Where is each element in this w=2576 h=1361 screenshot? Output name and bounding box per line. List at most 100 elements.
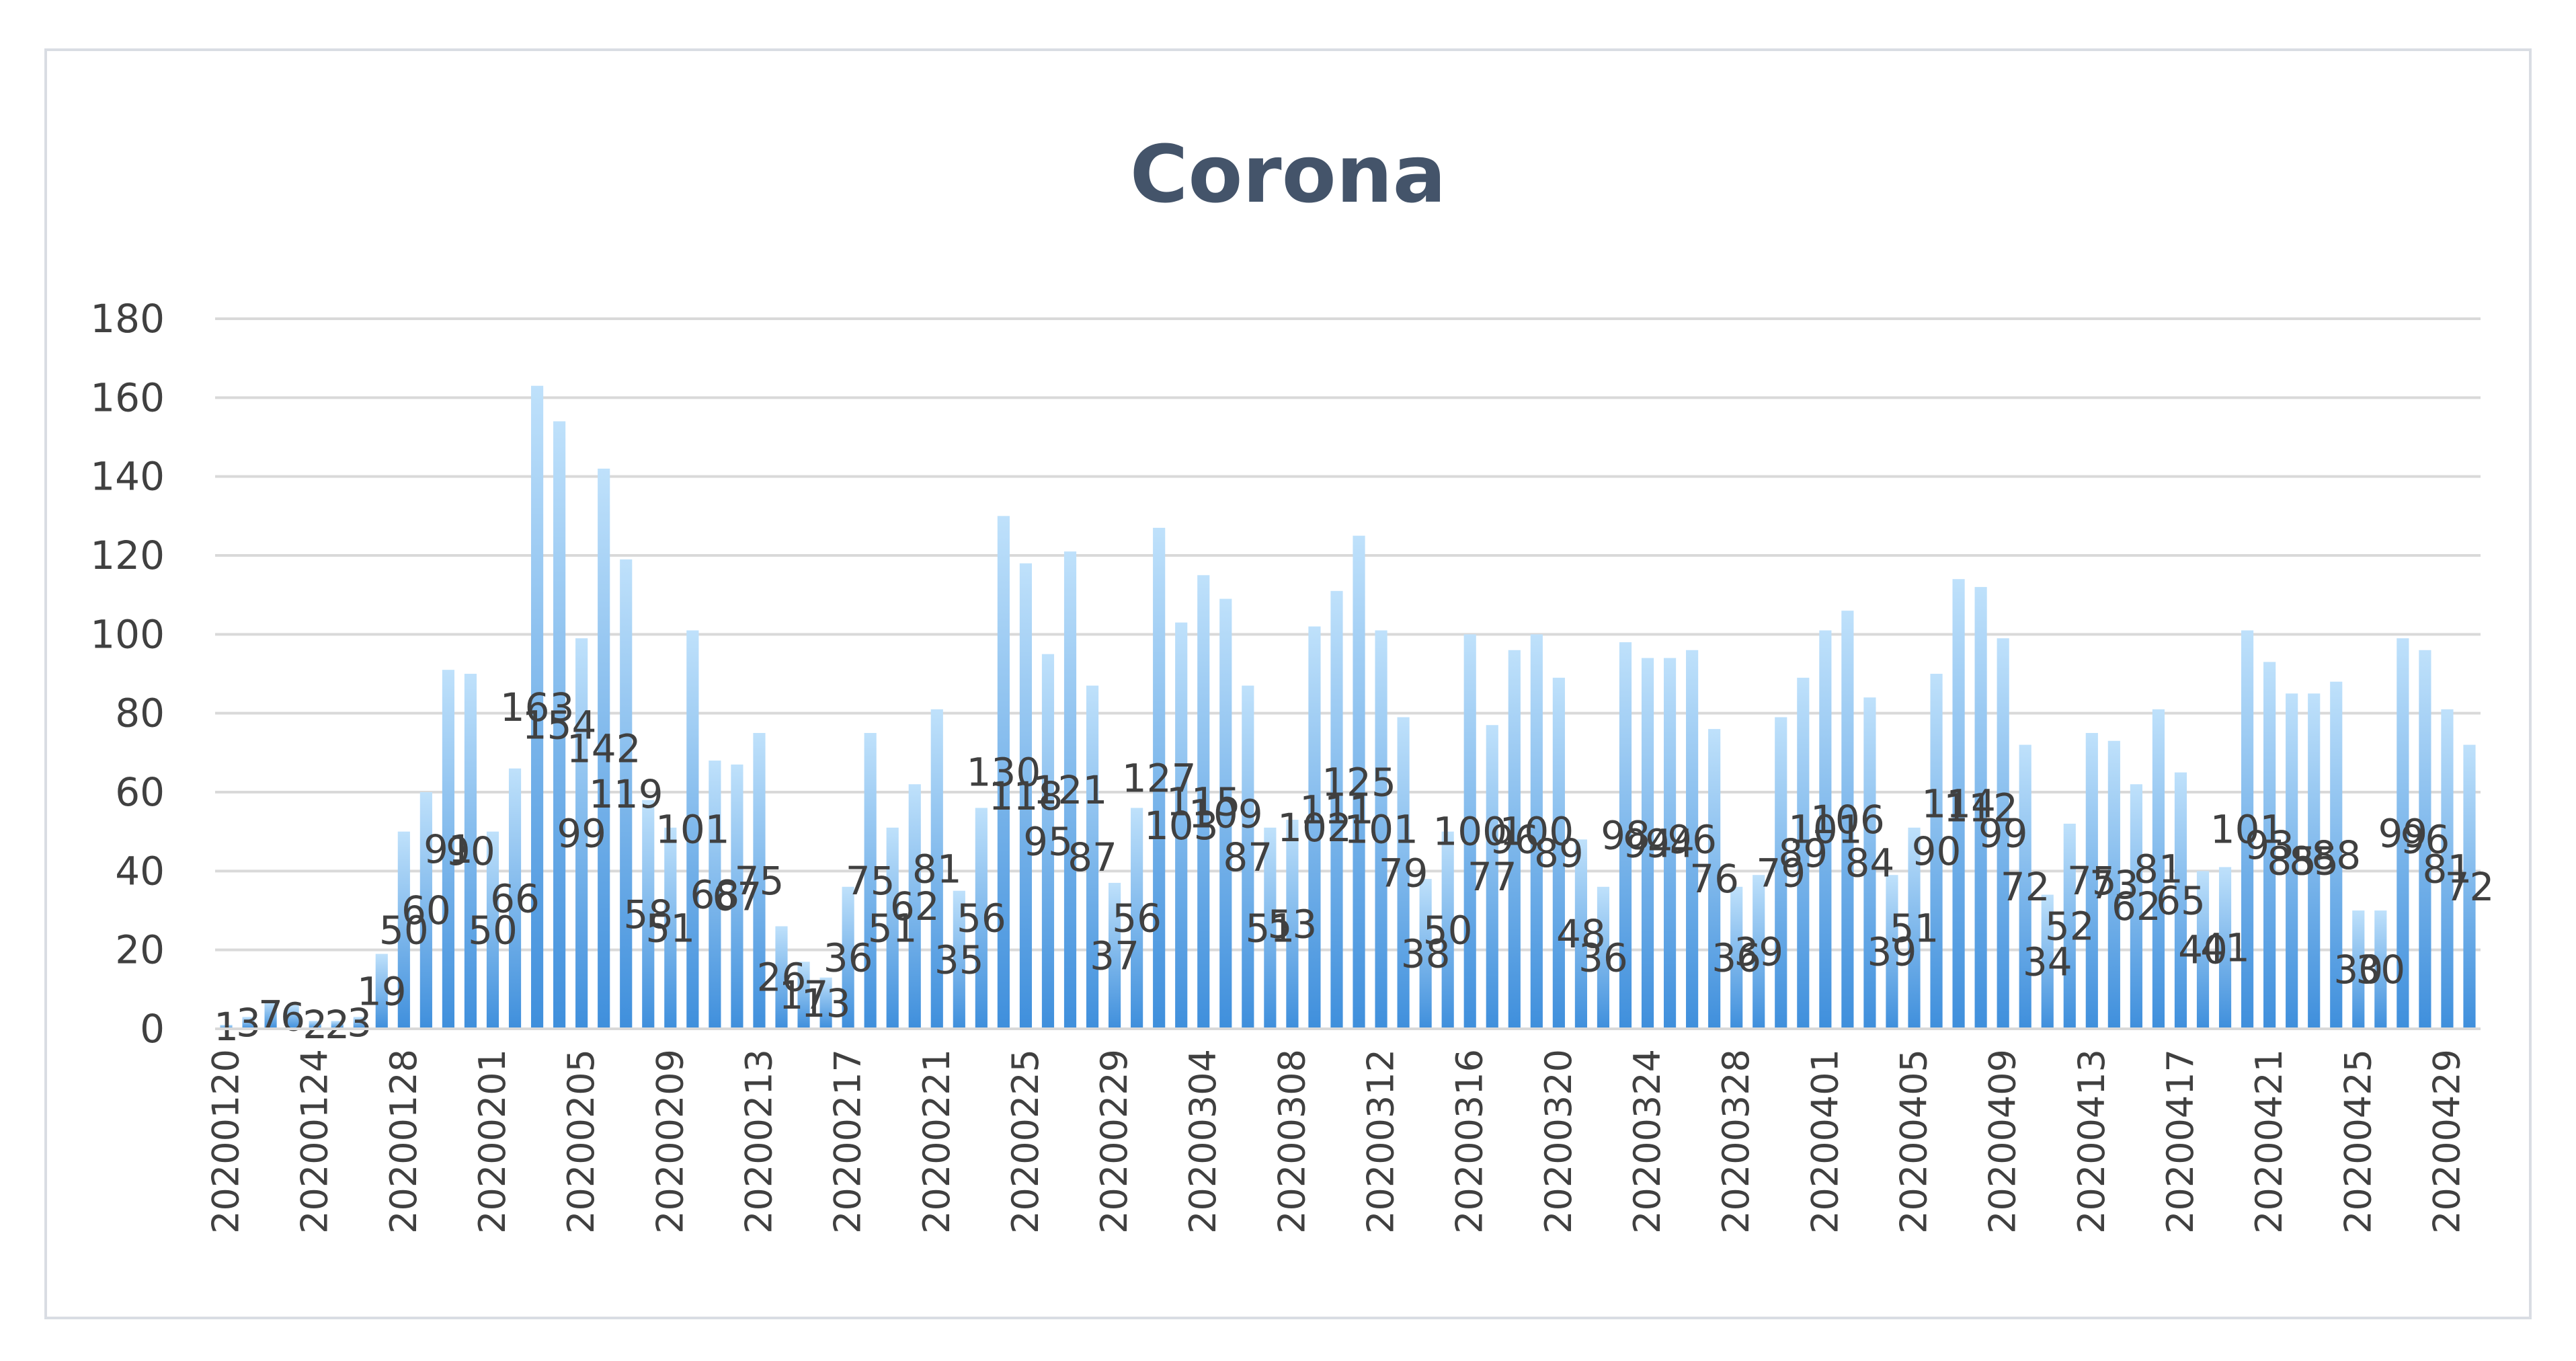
bar-20200427 [2397, 638, 2409, 1029]
data-labels: 1376223195060919050661631549914211958511… [214, 685, 2494, 1050]
bar-20200414 [2107, 740, 2120, 1029]
data-label-20200328: 36 [1712, 935, 1761, 980]
data-label-20200330: 79 [1756, 850, 1806, 896]
bar-20200211 [709, 761, 721, 1029]
data-label-20200418: 40 [2178, 927, 2228, 973]
data-label-20200419: 41 [2200, 925, 2250, 971]
bar-20200430 [2463, 744, 2476, 1029]
bar-20200312 [1375, 630, 1387, 1029]
x-tick-label: 20200229 [1093, 1049, 1135, 1234]
data-label-20200228: 87 [1068, 834, 1117, 880]
data-label-20200221: 81 [912, 846, 962, 892]
data-label-20200226: 95 [1023, 818, 1073, 864]
bar-20200415 [2130, 784, 2142, 1029]
data-label-20200412: 52 [2045, 903, 2095, 949]
data-label-20200325: 94 [1645, 820, 1695, 866]
x-tick-label: 20200324 [1626, 1049, 1668, 1234]
bar-20200419 [2218, 867, 2232, 1029]
y-tick-label: 60 [115, 769, 165, 815]
bar-20200406 [1930, 674, 1943, 1029]
data-label-20200223: 56 [957, 896, 1006, 941]
data-label-20200322: 36 [1578, 935, 1628, 980]
bar-20200311 [1353, 535, 1365, 1029]
bar-20200122 [264, 1001, 277, 1029]
data-label-20200408: 112 [1943, 785, 2018, 830]
x-tick-label: 20200308 [1271, 1049, 1313, 1234]
bar-20200208 [642, 800, 655, 1029]
bar-20200305 [1219, 598, 1232, 1029]
data-label-20200425: 30 [2333, 947, 2383, 993]
data-label-20200310: 111 [1299, 787, 1374, 832]
bar-20200213 [753, 733, 766, 1029]
y-tick-label: 140 [90, 454, 165, 500]
data-label-20200307: 51 [1245, 905, 1295, 951]
bar-20200129 [419, 792, 432, 1029]
y-tick-label: 80 [115, 691, 165, 736]
data-label-20200220: 62 [890, 884, 940, 929]
data-label-20200413: 75 [2067, 858, 2117, 904]
bar-20200325 [1663, 658, 1677, 1029]
bar-20200402 [1841, 611, 1854, 1029]
bar-20200420 [2241, 630, 2254, 1029]
data-label-20200124: 2 [303, 1002, 327, 1048]
x-tick-label: 20200405 [1893, 1049, 1935, 1234]
data-label-20200131: 90 [446, 828, 495, 874]
data-label-20200405: 51 [1890, 905, 1939, 951]
data-label-20200308: 53 [1267, 902, 1317, 947]
chart-frame [44, 48, 2532, 1319]
data-label-20200423: 85 [2289, 839, 2339, 884]
bar-20200205 [575, 638, 588, 1029]
bar-20200214 [775, 926, 788, 1029]
data-label-20200315: 50 [1423, 907, 1473, 953]
y-tick-label: 120 [90, 533, 165, 578]
data-label-20200303: 103 [1144, 803, 1219, 849]
bar-20200411 [2041, 894, 2054, 1029]
data-label-20200327: 76 [1689, 856, 1739, 902]
x-tick-label: 20200304 [1182, 1049, 1224, 1234]
data-label-20200306: 87 [1223, 834, 1273, 880]
data-label-20200202: 66 [490, 876, 540, 921]
x-tick-label: 20200316 [1449, 1049, 1491, 1234]
bar-20200221 [930, 709, 943, 1029]
data-label-20200201: 50 [468, 907, 518, 953]
data-label-20200401: 101 [1788, 807, 1863, 853]
data-label-20200406: 90 [1912, 828, 1962, 874]
bar-20200424 [2330, 681, 2343, 1029]
bar-20200403 [1863, 697, 1876, 1029]
data-label-20200205: 99 [557, 811, 606, 857]
data-label-20200319: 100 [1499, 809, 1574, 855]
bar-20200405 [1908, 827, 1921, 1029]
data-label-20200301: 56 [1112, 896, 1162, 941]
data-label-20200410: 72 [2001, 864, 2050, 910]
bar-20200307 [1264, 827, 1277, 1029]
bar-20200303 [1175, 622, 1188, 1029]
y-tick-label: 160 [90, 375, 165, 420]
bar-20200131 [464, 674, 477, 1029]
bar-20200228 [1086, 685, 1099, 1029]
data-label-20200208: 58 [623, 892, 673, 937]
bar-20200308 [1286, 820, 1299, 1029]
bar-20200314 [1419, 879, 1432, 1029]
bar-20200401 [1819, 630, 1832, 1029]
bar-20200210 [686, 630, 699, 1029]
bar-20200422 [2286, 693, 2298, 1029]
bar-20200123 [286, 1005, 299, 1029]
data-label-20200203: 163 [500, 685, 575, 730]
y-tick-label: 40 [115, 848, 165, 894]
data-label-20200207: 119 [589, 771, 663, 817]
bar-20200317 [1486, 725, 1498, 1029]
bar-20200120 [220, 1025, 233, 1029]
data-label-20200217: 36 [823, 935, 873, 980]
bar-20200322 [1597, 886, 1610, 1029]
bar-20200416 [2152, 709, 2165, 1029]
bar-20200331 [1797, 677, 1810, 1029]
bar-20200306 [1242, 685, 1254, 1029]
bar-20200209 [664, 827, 677, 1029]
bar-20200418 [2196, 871, 2210, 1029]
x-tick-label: 20200209 [649, 1049, 691, 1234]
bar-20200426 [2374, 910, 2387, 1029]
x-tick-label: 20200429 [2425, 1049, 2468, 1234]
x-tick-label: 20200421 [2248, 1049, 2290, 1234]
data-label-20200126: 3 [347, 1000, 372, 1046]
bar-20200201 [486, 831, 499, 1029]
